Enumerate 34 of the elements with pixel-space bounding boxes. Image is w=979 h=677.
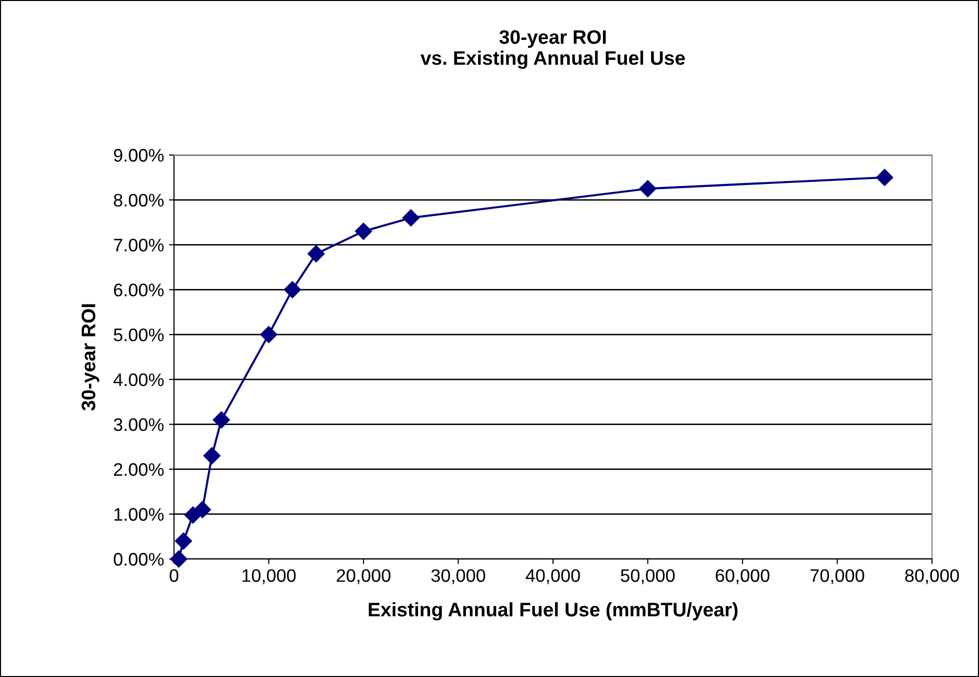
y-tick-label: 9.00% (114, 148, 164, 162)
y-tick-label: 6.00% (114, 284, 164, 296)
point (284, 281, 301, 298)
point (170, 550, 188, 568)
x-tick-label: 0 (170, 569, 178, 582)
point (402, 209, 420, 226)
point (639, 180, 656, 198)
point (876, 168, 894, 186)
point (212, 411, 230, 428)
y-tick-label: 0.00% (114, 552, 164, 566)
y-tick-label: 5.00% (114, 328, 164, 342)
y-tick-label: 4.00% (114, 373, 164, 386)
y-tick-label: 1.00% (114, 508, 164, 521)
x-tick-label: 60,000 (716, 569, 770, 584)
point (203, 447, 220, 464)
x-tick-label: 40,000 (526, 569, 580, 584)
x-tick-label: 80,000 (905, 569, 959, 584)
point (308, 245, 325, 262)
point (354, 222, 372, 240)
point (194, 501, 211, 518)
y-tick-label: 8.00% (114, 194, 164, 207)
y-axis-title: 30-year ROI (82, 304, 100, 411)
point (260, 326, 278, 344)
x-tick-label: 20,000 (336, 569, 390, 584)
x-tick-label: 30,000 (431, 569, 486, 584)
y-tick-label: 7.00% (114, 238, 164, 252)
point (174, 532, 192, 550)
y-tick-label: 3.00% (114, 418, 164, 432)
x-tick-label: 70,000 (810, 569, 864, 584)
x-axis-title: Existing Annual Fuel Use (mmBTU/year) (368, 602, 738, 620)
y-tick-label: 2.00% (114, 463, 164, 476)
x-tick-label: 50,000 (620, 569, 675, 584)
chart-title: 30-year ROI vs. Existing Annual Fuel Use (420, 30, 685, 69)
x-tick-label: 10,000 (242, 569, 296, 584)
